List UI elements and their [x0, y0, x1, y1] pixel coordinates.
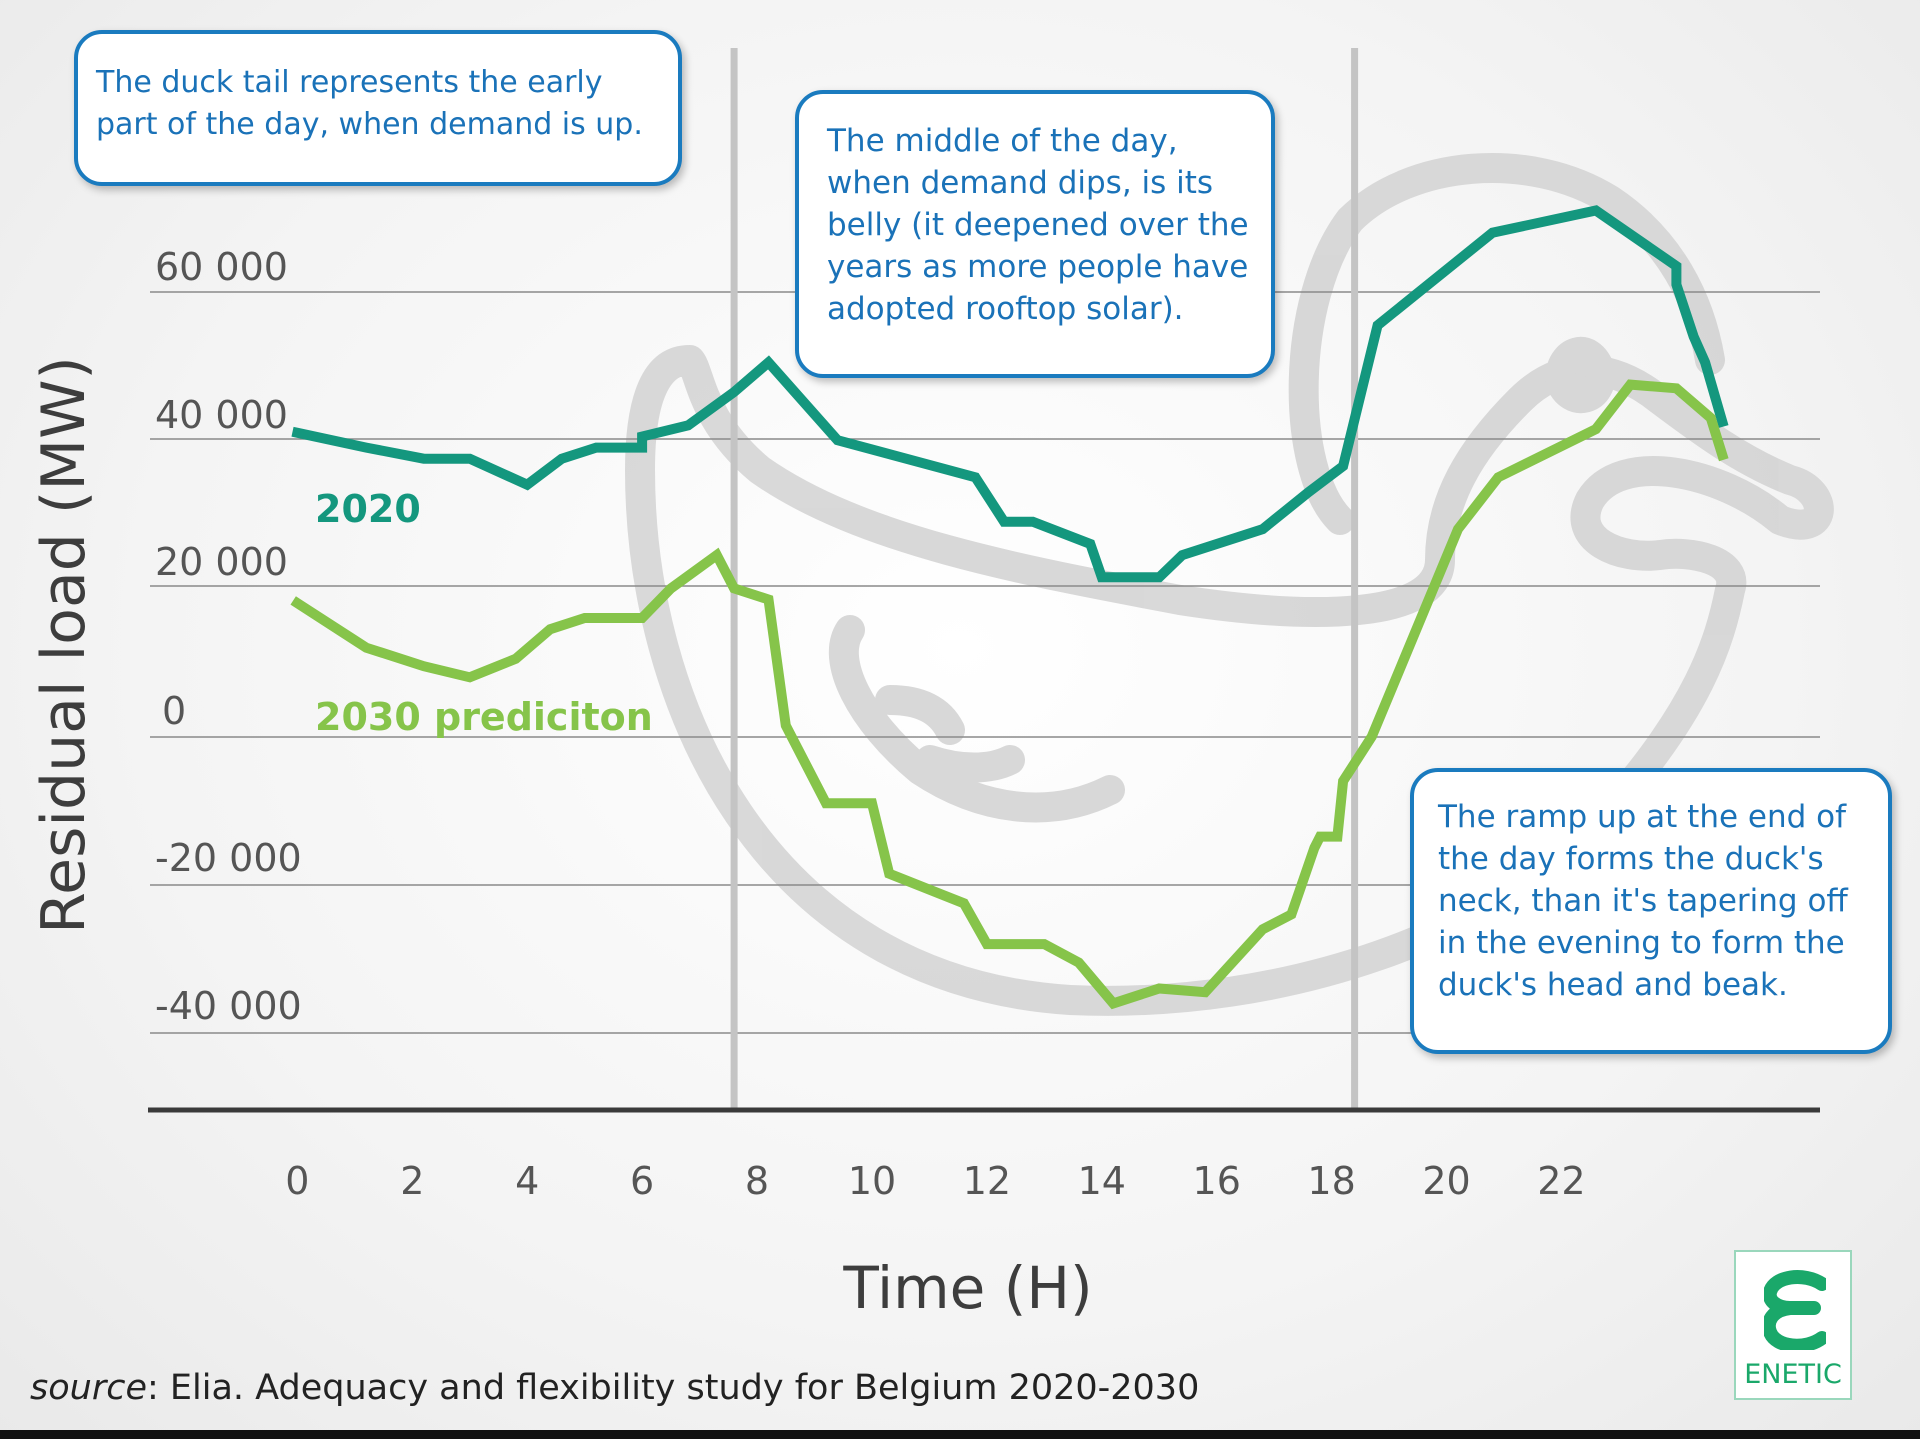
x-axis-title: Time (H)	[842, 1254, 1092, 1322]
x-tick-label: 4	[515, 1159, 539, 1203]
enetic-logo-mark	[1764, 1270, 1826, 1350]
bottom-bar	[0, 1430, 1920, 1439]
x-tick-label: 8	[745, 1159, 769, 1203]
x-tick-label: 0	[285, 1159, 309, 1203]
x-tick-label: 14	[1078, 1159, 1126, 1203]
x-tick-label: 20	[1422, 1159, 1470, 1203]
y-tick-label: 20 000	[155, 540, 288, 584]
y-tick-label: 40 000	[155, 393, 288, 437]
series-line-2020	[291, 205, 1729, 583]
series-line-2030-prediction	[290, 379, 1729, 1010]
enetic-logo-text: ENETIC	[1744, 1359, 1842, 1390]
callout-duck-tail: The duck tail represents the early part …	[74, 30, 682, 186]
x-tick-label: 16	[1193, 1159, 1241, 1203]
x-tick-label: 22	[1537, 1159, 1585, 1203]
callout-duck-belly: The middle of the day, when demand dips,…	[795, 90, 1275, 378]
y-tick-label: -20 000	[155, 836, 302, 880]
source-text: : Elia. Adequacy and flexibility study f…	[147, 1368, 1200, 1408]
enetic-logo: ENETIC	[1734, 1250, 1852, 1400]
source-prefix: source	[30, 1368, 147, 1408]
x-tick-label: 12	[963, 1159, 1011, 1203]
x-tick-labels: 0 2 4 6 8 10 12 14 16 18 20 22	[285, 1159, 1585, 1203]
callout-duck-neck: The ramp up at the end of the day forms …	[1410, 768, 1892, 1054]
source-note: source: Elia. Adequacy and flexibility s…	[30, 1368, 1199, 1408]
series-label-2030-prediction: 2030 prediciton	[315, 695, 653, 739]
y-tick-label: 60 000	[155, 245, 288, 289]
x-tick-label: 18	[1307, 1159, 1355, 1203]
x-tick-label: 10	[848, 1159, 896, 1203]
series-label-2020: 2020	[315, 487, 421, 531]
y-axis-title: Residual load (MW)	[29, 356, 99, 934]
y-tick-label: -40 000	[155, 984, 302, 1028]
x-tick-label: 2	[400, 1159, 424, 1203]
y-tick-label: 0	[162, 689, 186, 733]
y-tick-labels: 60 000 40 000 20 000 0 -20 000 -40 000	[155, 245, 302, 1028]
x-tick-label: 6	[630, 1159, 654, 1203]
